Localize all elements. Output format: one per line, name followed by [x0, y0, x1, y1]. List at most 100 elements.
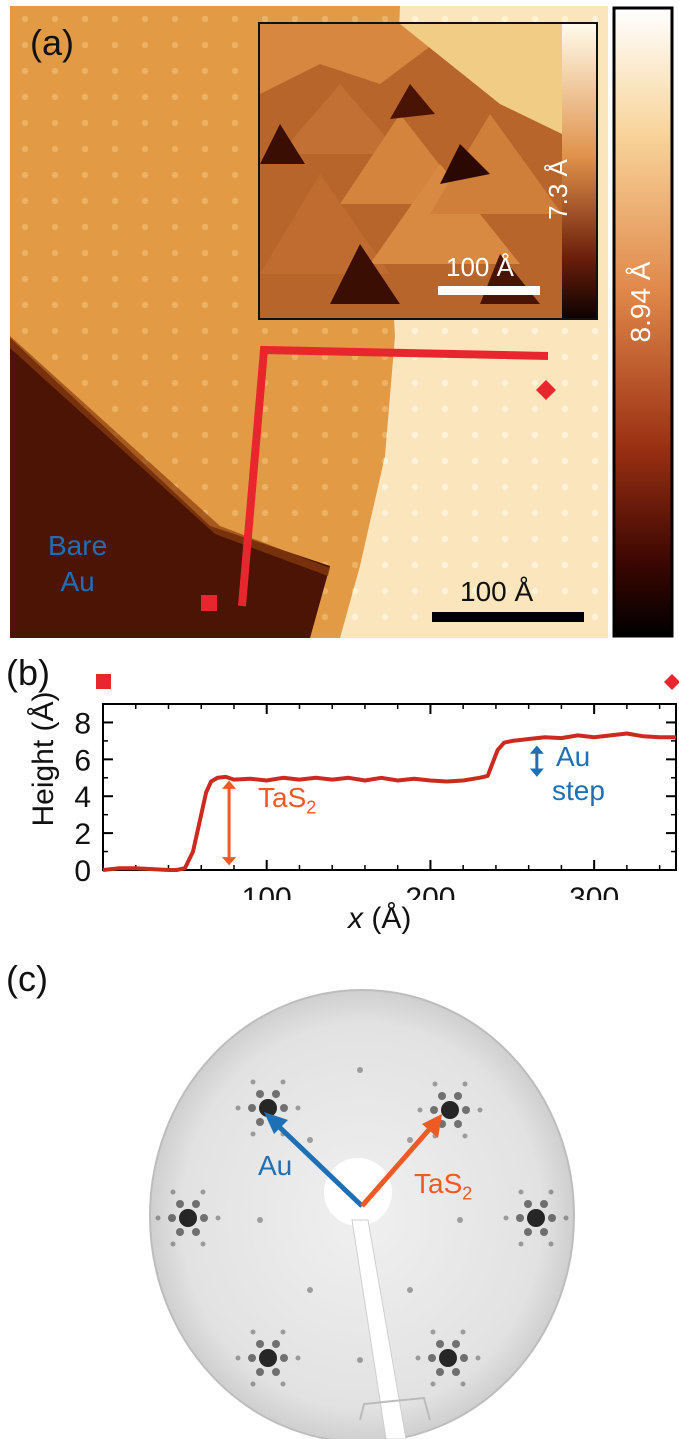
satellite-spot — [280, 1329, 286, 1335]
au-step-label: Au step — [552, 740, 605, 808]
satellite-spot — [415, 1355, 421, 1361]
satellite-spot — [548, 1241, 554, 1247]
satellite-spot — [250, 1079, 256, 1085]
linecut-end-diamond — [536, 380, 556, 400]
height-profile-chart: 100 200 300 0 2 4 6 8 — [74, 703, 677, 900]
plot-frame — [102, 703, 677, 871]
satellite-spot — [248, 1354, 256, 1362]
y-tick-label: 6 — [74, 744, 91, 777]
au-arrow-head — [264, 1112, 288, 1134]
faint-spot — [357, 1357, 363, 1363]
tas2-height-sub: 2 — [306, 797, 317, 818]
satellite-spot — [540, 1228, 548, 1236]
satellite-spot — [454, 1092, 462, 1100]
satellite-spot — [250, 1131, 256, 1137]
satellite-spot — [256, 1090, 264, 1098]
satellite-spot — [524, 1228, 532, 1236]
satellite-spot — [168, 1214, 176, 1222]
satellite-spot — [518, 1189, 524, 1195]
tas2-height-text: TaS — [258, 782, 307, 813]
satellite-spot — [280, 1079, 286, 1085]
satellite-spot — [524, 1200, 532, 1208]
satellite-spot — [460, 1329, 466, 1335]
x-axis-label: x (Å) — [348, 902, 411, 936]
satellite-spot — [280, 1354, 288, 1362]
satellite-spot — [235, 1355, 241, 1361]
satellite-spot — [176, 1200, 184, 1208]
tas2-height-label: TaS2 — [258, 782, 316, 819]
satellite-spot — [503, 1215, 509, 1221]
satellite-spot — [452, 1340, 460, 1348]
faint-spot — [357, 1067, 363, 1073]
satellite-spot — [192, 1228, 200, 1236]
tas2-arrow-head — [422, 1114, 442, 1138]
satellite-spot — [477, 1107, 483, 1113]
tas2-arrow-line — [360, 1122, 436, 1208]
satellite-spot — [454, 1120, 462, 1128]
satellite-spot — [475, 1355, 481, 1361]
satellite-spot — [563, 1215, 569, 1221]
tas2-step-arrow-top — [222, 780, 237, 789]
electron-gun-shadow — [324, 1158, 392, 1226]
faint-spot — [407, 1137, 413, 1143]
diffraction-spot — [259, 1349, 277, 1367]
inset-scalebar-label: 100 Å — [446, 252, 514, 282]
panel-c-label: (c) — [6, 958, 48, 999]
satellite-spot — [256, 1118, 264, 1126]
satellite-spot — [280, 1381, 286, 1387]
faint-spot — [307, 1287, 313, 1293]
tas2-arrow-label: TaS2 — [414, 1168, 472, 1205]
x-tick-label: 200 — [405, 882, 455, 900]
satellite-spot — [460, 1354, 468, 1362]
scalebar-label: 100 Å — [460, 576, 534, 607]
satellite-spot — [215, 1215, 221, 1221]
satellite-spot — [548, 1189, 554, 1195]
satellite-spot — [428, 1354, 436, 1362]
satellite-spot — [192, 1200, 200, 1208]
satellite-spot — [430, 1329, 436, 1335]
au-step-line2: step — [552, 775, 605, 806]
profile-markers — [96, 674, 679, 690]
satellite-spot — [438, 1092, 446, 1100]
panel-a-label: (a) — [30, 22, 74, 63]
faint-spot — [307, 1137, 313, 1143]
x-tick-label: 100 — [242, 882, 292, 900]
au-arrow-line — [270, 1118, 364, 1208]
y-tick-label: 2 — [74, 818, 91, 851]
inset-frame: 100 Å 7.3 Å — [258, 22, 598, 320]
satellite-spot — [272, 1090, 280, 1098]
satellite-spot — [176, 1228, 184, 1236]
faint-spot — [257, 1217, 263, 1223]
tas2-arrow-sub: 2 — [462, 1183, 473, 1204]
sample-holder-outline — [359, 1396, 431, 1421]
x-tick-label: 300 — [569, 882, 619, 900]
linecut-overlay — [201, 345, 556, 611]
y-tick-label: 0 — [74, 855, 91, 888]
linecut-start-square — [201, 595, 217, 611]
satellite-spot — [250, 1329, 256, 1335]
tas2-step-arrow-bottom — [222, 857, 237, 866]
satellite-spot — [170, 1189, 176, 1195]
tas2-arrow-text: TaS — [414, 1168, 463, 1199]
satellite-spot — [256, 1340, 264, 1348]
x-axis-label-var: x — [348, 902, 363, 935]
satellite-spot — [272, 1368, 280, 1376]
au-arrow-label: Au — [258, 1150, 293, 1181]
satellite-spot — [248, 1104, 256, 1112]
satellite-spot — [235, 1105, 241, 1111]
bare-au-line1: Bare — [48, 530, 108, 561]
y-axis-label: Height (Å) — [27, 691, 60, 827]
satellite-spot — [272, 1340, 280, 1348]
height-profile-line — [102, 731, 676, 872]
bare-au-line2: Au — [60, 566, 95, 597]
satellite-spot — [432, 1081, 438, 1087]
faint-spot — [407, 1287, 413, 1293]
satellite-spot — [516, 1214, 524, 1222]
linecut-path — [238, 345, 549, 607]
panel-b-label: (b) — [6, 652, 50, 693]
faint-spot — [457, 1217, 463, 1223]
diffraction-spot — [179, 1209, 197, 1227]
au-step-line1: Au — [556, 741, 591, 772]
satellite-spot — [548, 1214, 556, 1222]
satellite-spot — [462, 1133, 468, 1139]
